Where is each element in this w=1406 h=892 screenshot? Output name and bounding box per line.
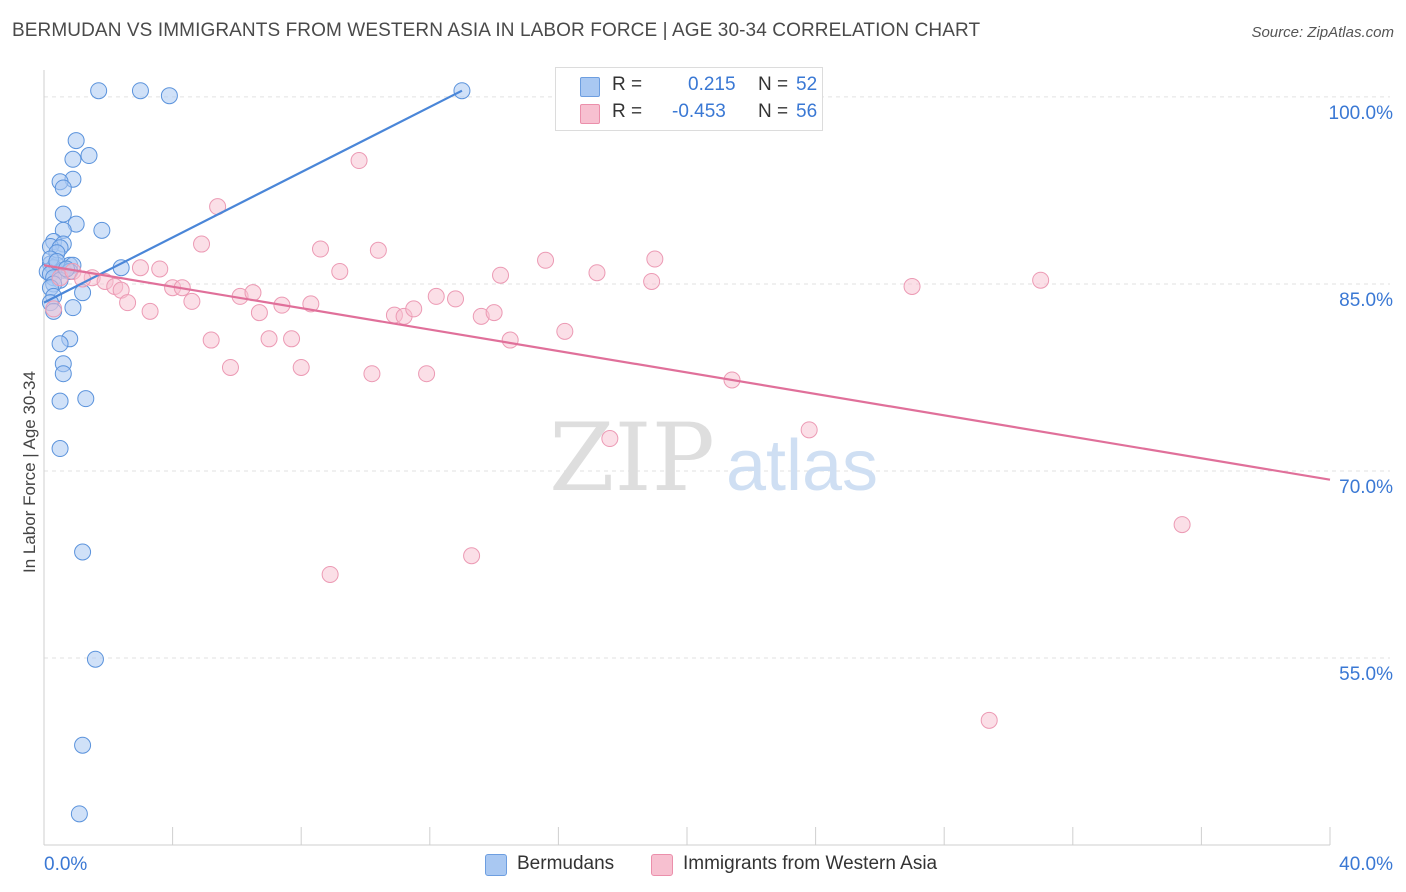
immigrants-point [369,241,387,259]
bermudans-point [93,221,111,239]
immigrants-point [646,250,664,268]
immigrants-point [119,294,137,312]
immigrants-point [418,365,436,383]
immigrants-point [501,331,519,349]
immigrants-point [45,300,63,318]
bermudans-point [77,390,95,408]
r-label: R = [612,101,643,122]
x-tick-label: 0.0% [44,854,87,875]
immigrants-point [492,266,510,284]
legend-swatch-immigrants [651,854,673,876]
r-label: R = [612,74,643,95]
data-points [38,82,1191,823]
immigrants-trend-line [43,264,1331,481]
immigrants-point [485,304,503,322]
legend-label: Immigrants from Western Asia [683,853,938,874]
bermudans-point [64,299,82,317]
legend-swatch-bermudans [485,854,507,876]
y-axis-label: In Labor Force | Age 30-34 [20,371,39,573]
bermudans-point [86,650,104,668]
immigrants-point [447,290,465,308]
bermudans-point [54,365,72,383]
y-tick-label: 85.0% [1339,290,1393,311]
x-tick-label: 40.0% [1339,854,1393,875]
axes [43,70,1331,846]
trend-lines [43,89,1331,481]
watermark: ZIP atlas [549,404,878,513]
immigrants-point [292,358,310,376]
bermudans-point [51,392,69,410]
y-tick-label: 55.0% [1339,664,1393,685]
immigrants-point [350,152,368,170]
immigrants-point [537,251,555,269]
bermudans-point [64,150,82,168]
r-value: 0.215 [688,74,736,95]
r-value: -0.453 [672,101,726,122]
immigrants-point [643,272,661,290]
bermudans-point [74,543,92,561]
bermudans-point [112,259,130,277]
immigrants-point [363,365,381,383]
immigrants-point [183,292,201,310]
immigrants-point [131,259,149,277]
immigrants-point [1173,516,1191,534]
bermudans-point [51,335,69,353]
immigrants-point [556,322,574,340]
immigrants-point [221,358,239,376]
immigrants-point [903,277,921,295]
immigrants-point [151,260,169,278]
n-label: N = [758,74,789,95]
immigrants-point [193,235,211,253]
immigrants-point [463,547,481,565]
n-label: N = [758,101,789,122]
immigrants-point [980,711,998,729]
immigrants-point [800,421,818,439]
immigrants-swatch [580,104,600,124]
n-value: 56 [796,101,818,122]
immigrants-point [321,565,339,583]
n-value: 52 [796,74,818,95]
bermudans-point [160,87,178,105]
bermudans-swatch [580,77,600,97]
immigrants-point [250,304,268,322]
immigrants-point [1032,271,1050,289]
chart-title: BERMUDAN VS IMMIGRANTS FROM WESTERN ASIA… [12,20,981,41]
legend-label: Bermudans [517,853,615,874]
y-tick-label: 70.0% [1339,477,1393,498]
immigrants-point [302,295,320,313]
y-tick-label: 100.0% [1329,103,1394,124]
bermudans-point [67,132,85,150]
bermudans-point [51,440,69,458]
immigrants-point [427,287,445,305]
immigrants-point [283,330,301,348]
bermudans-trend-line [43,89,463,304]
bermudans-point [80,147,98,165]
watermark-zip: ZIP [549,404,715,513]
bermudans-point [74,736,92,754]
bermudans-point [131,82,149,100]
immigrants-point [141,302,159,320]
immigrants-point [601,430,619,448]
stats-legend-box: R = 0.215 N = 52 R = -0.453 N = 56 [555,67,823,131]
bermudans-point [54,179,72,197]
immigrants-point [260,330,278,348]
immigrants-point [588,264,606,282]
immigrants-point [331,262,349,280]
source-credit: Source: ZipAtlas.com [1251,24,1394,41]
bermudans-point [90,82,108,100]
tick-labels: 100.0% 85.0% 70.0% 55.0% 0.0% 40.0% [44,103,1393,875]
immigrants-point [311,240,329,258]
bermudans-point [70,805,88,823]
immigrants-point [202,331,220,349]
watermark-atlas: atlas [726,426,878,506]
immigrants-point [405,300,423,318]
